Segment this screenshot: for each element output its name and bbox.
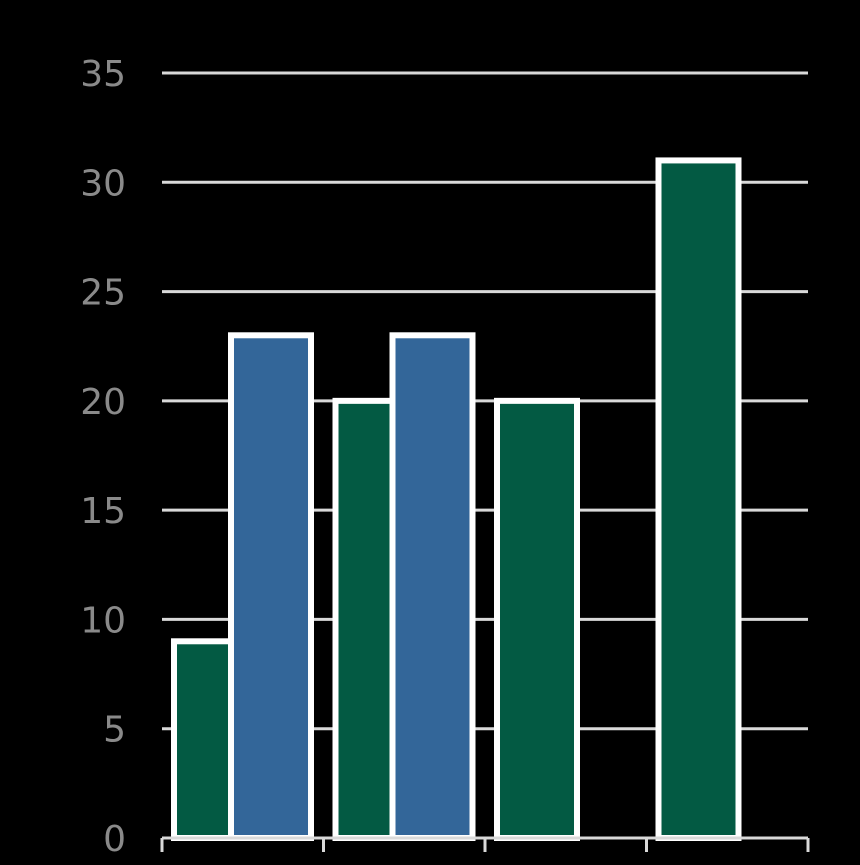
y-tick-label: 0: [103, 819, 126, 860]
x-axis: [160, 836, 810, 852]
y-tick-label: 30: [80, 163, 126, 204]
y-tick-label: 35: [80, 54, 126, 95]
y-tick-label: 20: [80, 382, 126, 423]
bar-series-1-group-3: [494, 397, 580, 841]
y-axis-tick-labels: 0 5 10 15 20 25 30 35: [80, 54, 126, 860]
y-tick-label: 5: [103, 710, 126, 751]
bar-series-2-group-2: [389, 332, 476, 841]
y-tick-label: 25: [80, 273, 126, 314]
y-tick-label: 15: [80, 491, 126, 532]
bar-series-1-group-4: [655, 157, 742, 841]
bar-series-2-group-1: [228, 332, 314, 841]
bars: [171, 157, 742, 841]
y-tick-label: 10: [80, 600, 126, 641]
